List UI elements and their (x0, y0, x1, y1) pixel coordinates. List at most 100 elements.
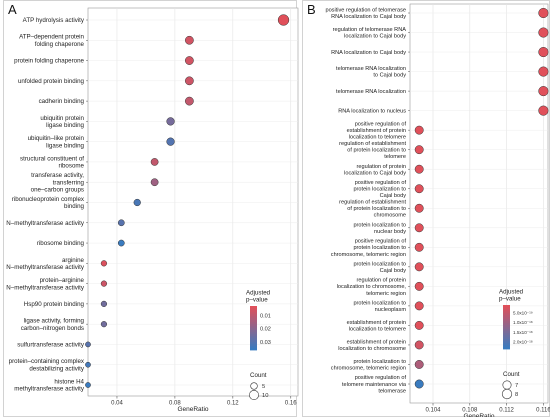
legend-color-title: Adjusted p–value (246, 290, 271, 304)
label-line: ribosome (59, 163, 85, 170)
colorbar-segment (250, 340, 257, 343)
label-line: of protein localization to (347, 206, 406, 212)
label-line: ubiquitin protein (40, 115, 84, 122)
label-line: positive regulation of (355, 239, 407, 245)
label-line: Hsp90 protein binding (24, 301, 85, 308)
y-tick-label: RNA localization to Cajal body (331, 50, 406, 56)
x-tick-label: 0.112 (499, 408, 514, 414)
legend: Adjusted p–value 0.01 0.02 0.03 Count 5 10 (246, 290, 271, 400)
x-tick-label: 0.108 (462, 408, 478, 414)
data-point (150, 178, 159, 187)
y-tick-label: ligase activity, forming carbon–nitrogen … (21, 318, 85, 332)
label-line: telomere (384, 154, 406, 160)
colorbar-segment (250, 324, 257, 327)
legend-size-title: Count (503, 371, 520, 378)
legend-size-circle (502, 380, 512, 390)
colorbar-segment (503, 321, 510, 324)
colorbar-segment (503, 335, 510, 338)
label-line: localization to telomere (349, 135, 406, 141)
label-line: RNA localization to Cajal body (331, 50, 406, 56)
label-line: regulation of protein (357, 278, 406, 284)
label-line: establishment of protein (347, 320, 406, 326)
label-line: sulfurtransferase activity (17, 341, 85, 348)
y-tick-label: positive regulation of telomere maintenan… (342, 375, 407, 394)
y-tick-label: positive regulation of protein localizati… (331, 239, 407, 258)
x-tick-label: 0.08 (169, 401, 181, 407)
colorbar-segment (503, 331, 510, 334)
data-point (538, 27, 549, 38)
label-line: protein folding chaperone (14, 58, 84, 65)
label-line: transferase activity, (31, 172, 84, 179)
label-line: protein–containing complex (9, 358, 85, 365)
y-tick-label: cadherin binding (39, 98, 85, 105)
legend-size-label: 5 (262, 384, 265, 390)
label-line: protein localization to (353, 261, 406, 267)
data-point (185, 56, 194, 65)
y-tick-label: RNA localization to nucleus (338, 108, 406, 114)
label-line: positive regulation of (355, 180, 407, 186)
label-line: telomerase RNA localization (336, 89, 406, 95)
y-tick-label: protein localization to nucleoplasm (353, 300, 406, 313)
data-point (185, 35, 194, 45)
y-tick-label: protein–containing complex destabilizing … (9, 358, 85, 372)
data-point (166, 137, 175, 146)
label-line: establishment of protein (347, 339, 406, 345)
label-line: folding chaperone (35, 41, 85, 48)
label-line: methyltransferase activity (14, 386, 85, 393)
legend-size-label: 8 (515, 392, 518, 398)
y-tick-label: protein localization to chromosome, telom… (331, 359, 406, 372)
x-tick-label: 0.12 (227, 401, 239, 407)
colorbar-segment (503, 329, 510, 332)
colorbar-segment (503, 311, 510, 314)
data-point (414, 125, 424, 135)
data-point (538, 47, 549, 58)
label-line: RNA localization to Cajal body (331, 14, 406, 20)
y-tick-label: arginine N–methyltransferase activity (6, 257, 85, 271)
colorbar-segment (503, 307, 510, 310)
data-point (85, 382, 91, 388)
label-line: Cajal body (380, 193, 407, 199)
data-point (414, 281, 424, 291)
data-point (117, 239, 125, 247)
label-line: telomerase (378, 388, 406, 394)
data-point (414, 301, 424, 311)
colorbar-segment (503, 325, 510, 328)
y-tick-label: establishment of protein localization to … (347, 320, 406, 333)
label-line: histone H4 (54, 378, 84, 385)
data-point (414, 379, 424, 389)
y-tick-label: ribonucleoprotein complex binding (12, 196, 85, 210)
label-line: Adjusted (499, 289, 524, 296)
data-point (100, 300, 108, 307)
label-line: positive regulation of telomerase (325, 8, 406, 14)
label-line: establishment of protein (347, 128, 406, 134)
label-line: of protein localization to (347, 148, 406, 154)
label-line: to Cajal body (373, 73, 406, 79)
panel-label: B (307, 2, 316, 17)
colorbar-segment (250, 342, 257, 345)
data-point (100, 260, 108, 267)
y-tick-label: sulfurtransferase activity (17, 341, 85, 348)
label-line: transferring (53, 179, 85, 186)
label-line: telomerase RNA localization (336, 66, 406, 72)
y-tick-label: telomerase RNA localization (336, 89, 406, 95)
colorbar-segment (250, 318, 257, 321)
data-point (414, 164, 424, 174)
data-point (414, 262, 424, 272)
legend: Adjusted p–value 5.0x10⁻¹⁹ 1.0x10⁻¹⁸ 1.5x10⁻… (499, 289, 533, 400)
data-point (133, 198, 141, 207)
label-line: localization to telomere (349, 327, 406, 333)
y-tick-label: regulation of protein localization to Caj… (344, 164, 406, 177)
label-line: p–value (246, 297, 268, 304)
label-line: arginine (62, 257, 85, 264)
label-line: ribonucleoprotein complex (12, 196, 85, 203)
label-line: regulation of protein (357, 164, 406, 170)
colorbar-segment (503, 333, 510, 336)
colorbar-segment (503, 337, 510, 340)
data-point (414, 145, 424, 155)
y-tick-label: regulation of telomerase RNA localization… (333, 27, 407, 40)
data-point (277, 14, 290, 26)
label-line: ribosome binding (37, 240, 85, 247)
legend-size-circle (501, 388, 513, 400)
label-line: protein localization to (353, 300, 406, 306)
label-line: destabilizing activity (29, 365, 85, 372)
